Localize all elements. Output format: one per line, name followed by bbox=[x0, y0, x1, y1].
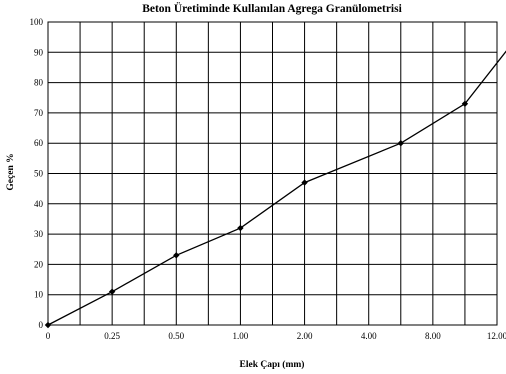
y-tick-label: 60 bbox=[34, 138, 44, 148]
y-tick-label: 10 bbox=[34, 290, 44, 300]
data-point-marker bbox=[461, 100, 469, 108]
y-tick-label: 50 bbox=[34, 169, 44, 179]
data-point-marker bbox=[397, 140, 404, 147]
x-axis-label: Elek Çapı (mm) bbox=[240, 359, 305, 370]
data-point-marker bbox=[173, 252, 180, 259]
y-tick-label: 40 bbox=[34, 199, 44, 209]
x-tick-label: 12.00 bbox=[487, 331, 506, 341]
plot-area-frame bbox=[47, 21, 498, 326]
y-tick-label: 20 bbox=[34, 259, 44, 269]
x-tick-label: 0.50 bbox=[168, 331, 184, 341]
data-point-marker bbox=[301, 179, 308, 186]
series-line bbox=[47, 50, 506, 326]
x-tick-label: 8.00 bbox=[425, 331, 441, 341]
x-tick-label: 0 bbox=[46, 331, 51, 341]
y-axis-label: Geçen % bbox=[6, 153, 16, 190]
chart-grid bbox=[48, 22, 497, 325]
x-tick-label: 4.00 bbox=[361, 331, 377, 341]
y-tick-label: 80 bbox=[34, 78, 44, 88]
y-axis-ticks: 0 10 20 30 40 50 60 70 80 90 100 bbox=[30, 17, 44, 330]
y-tick-label: 90 bbox=[34, 47, 44, 57]
x-tick-label: 0.25 bbox=[104, 331, 120, 341]
data-point-marker bbox=[108, 288, 116, 295]
y-tick-label: 100 bbox=[30, 17, 44, 27]
y-tick-label: 70 bbox=[34, 108, 44, 118]
y-tick-label: 0 bbox=[39, 320, 44, 330]
data-point-markers bbox=[44, 100, 469, 329]
y-tick-label: 30 bbox=[34, 229, 44, 239]
x-tick-label: 2.00 bbox=[297, 331, 313, 341]
data-point-marker bbox=[237, 224, 244, 232]
chart-title: Beton Üretiminde Kullanılan Agrega Granü… bbox=[142, 1, 402, 15]
x-tick-label: 1.00 bbox=[233, 331, 249, 341]
x-axis-ticks: 0 0.25 0.50 1.00 2.00 4.00 8.00 12.00 bbox=[46, 331, 506, 341]
data-point-marker bbox=[44, 321, 52, 329]
